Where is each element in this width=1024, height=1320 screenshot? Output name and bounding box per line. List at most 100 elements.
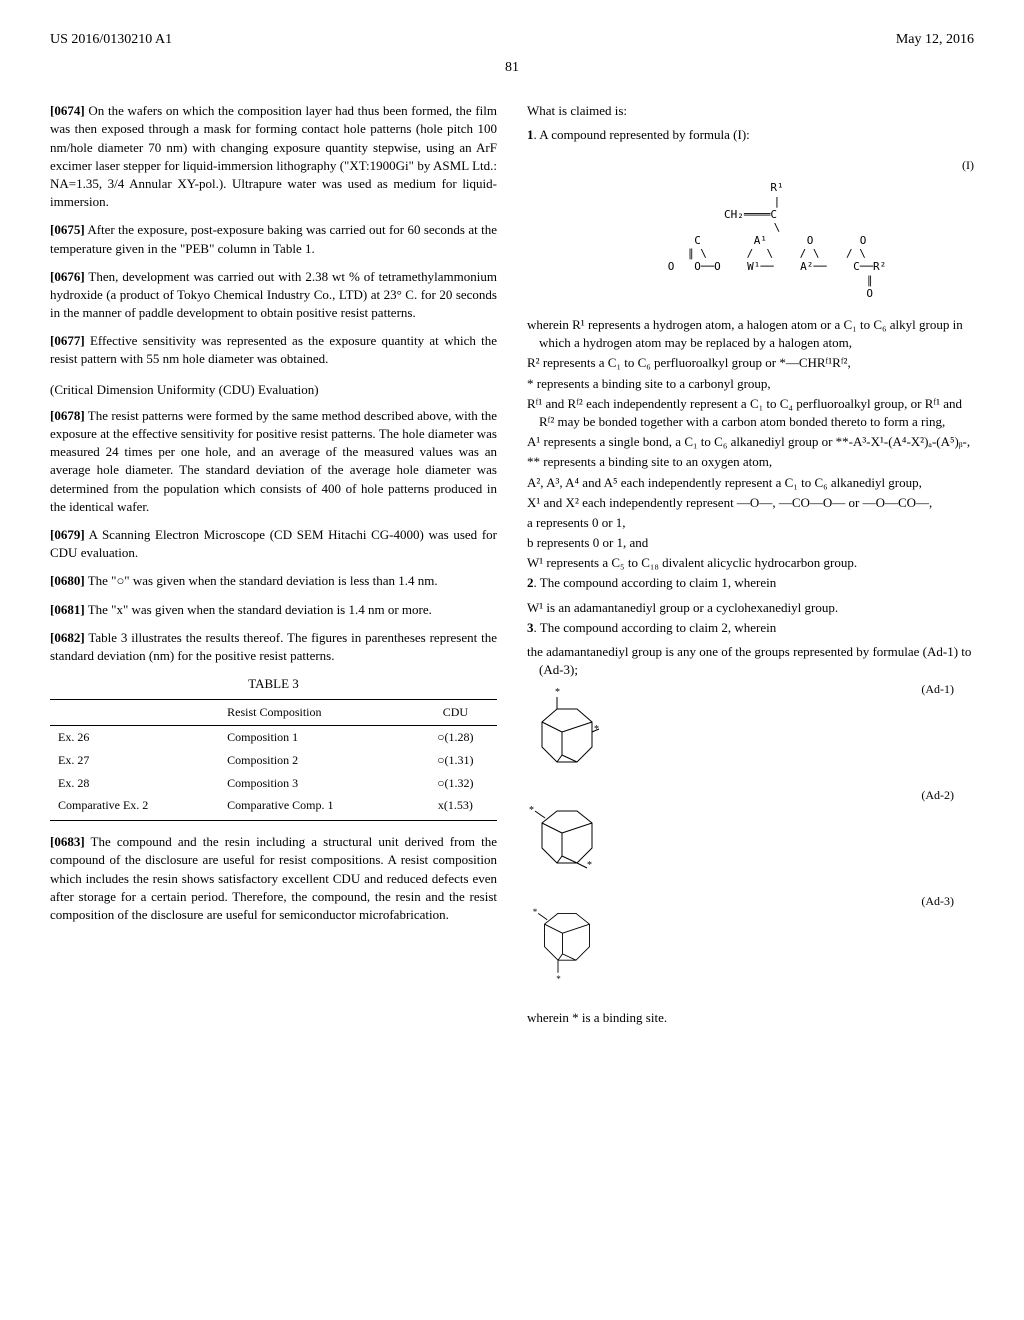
para-num: [0675] bbox=[50, 222, 85, 237]
para-num: [0678] bbox=[50, 408, 85, 423]
claim-number: 2 bbox=[527, 575, 534, 590]
page-header: US 2016/0130210 A1 May 12, 2016 bbox=[50, 30, 974, 50]
cell: ○(1.28) bbox=[414, 726, 497, 749]
table-row: Ex. 27 Composition 2 ○(1.31) bbox=[50, 749, 497, 772]
claim1-definitions: wherein R¹ represents a hydrogen atom, a… bbox=[527, 316, 974, 572]
claim-2: 2. The compound according to claim 1, wh… bbox=[527, 574, 974, 592]
cell: Comparative Ex. 2 bbox=[50, 794, 219, 820]
claim-3: 3. The compound according to claim 2, wh… bbox=[527, 619, 974, 637]
claim-def: A², A³, A⁴ and A⁵ each independently rep… bbox=[527, 474, 974, 492]
para-num: [0682] bbox=[50, 630, 85, 645]
claim-def: wherein R¹ represents a hydrogen atom, a… bbox=[527, 316, 974, 352]
page-number: 81 bbox=[50, 58, 974, 78]
claim-def: ** represents a binding site to an oxyge… bbox=[527, 453, 974, 471]
claim2-body: W¹ is an adamantanediyl group or a cyclo… bbox=[527, 599, 974, 617]
doc-number: US 2016/0130210 A1 bbox=[50, 30, 172, 50]
paragraph: [0676] Then, development was carried out… bbox=[50, 268, 497, 323]
claim3-intro: The compound according to claim 2, where… bbox=[540, 620, 776, 635]
formula-I-structure: R¹ | CH₂════C \ C A¹ O O ∥ \ / \ / \ / \… bbox=[527, 181, 974, 300]
claim-def: A¹ represents a single bond, a C₁ to C₆ … bbox=[527, 433, 974, 451]
claim-def: b represents 0 or 1, and bbox=[527, 534, 974, 552]
para-num: [0681] bbox=[50, 602, 85, 617]
para-text: The "○" was given when the standard devi… bbox=[88, 573, 438, 588]
left-column: [0674] On the wafers on which the compos… bbox=[50, 102, 497, 1027]
col-header: CDU bbox=[414, 700, 497, 726]
svg-text:*: * bbox=[529, 805, 534, 816]
paragraph: [0674] On the wafers on which the compos… bbox=[50, 102, 497, 211]
cdu-section-title: (Critical Dimension Uniformity (CDU) Eva… bbox=[50, 381, 497, 399]
cell: Composition 2 bbox=[219, 749, 414, 772]
right-column: What is claimed is: 1. A compound repres… bbox=[527, 102, 974, 1027]
para-num: [0679] bbox=[50, 527, 85, 542]
svg-text:*: * bbox=[587, 860, 592, 871]
para-text: On the wafers on which the composition l… bbox=[50, 103, 497, 209]
para-text: The resist patterns were formed by the s… bbox=[50, 408, 497, 514]
doc-date: May 12, 2016 bbox=[896, 30, 974, 50]
results-table: Resist Composition CDU Ex. 26 Compositio… bbox=[50, 699, 497, 821]
para-num: [0674] bbox=[50, 103, 85, 118]
col-header: Resist Composition bbox=[219, 700, 414, 726]
cell: Ex. 26 bbox=[50, 726, 219, 749]
paragraph: [0681] The "x" was given when the standa… bbox=[50, 601, 497, 619]
paragraph: [0677] Effective sensitivity was represe… bbox=[50, 332, 497, 368]
claims-intro: What is claimed is: bbox=[527, 102, 974, 120]
cell: Composition 3 bbox=[219, 772, 414, 795]
para-num: [0683] bbox=[50, 834, 85, 849]
cell: Ex. 27 bbox=[50, 749, 219, 772]
adamantane-ad3: * * bbox=[527, 899, 607, 989]
paragraph: [0682] Table 3 illustrates the results t… bbox=[50, 629, 497, 665]
claim-number: 1 bbox=[527, 127, 534, 142]
cell: ○(1.31) bbox=[414, 749, 497, 772]
para-num: [0677] bbox=[50, 333, 85, 348]
claim-number: 3 bbox=[527, 620, 534, 635]
claim-def: * represents a binding site to a carbony… bbox=[527, 375, 974, 393]
ad2-row: * * (Ad-2) bbox=[527, 787, 974, 893]
para-text: The "x" was given when the standard devi… bbox=[88, 602, 432, 617]
table-row: Ex. 28 Composition 3 ○(1.32) bbox=[50, 772, 497, 795]
col-header bbox=[50, 700, 219, 726]
claim-def: R² represents a C₁ to C₆ perfluoroalkyl … bbox=[527, 354, 974, 372]
claim-1: 1. A compound represented by formula (I)… bbox=[527, 126, 974, 144]
ad-label: (Ad-3) bbox=[921, 893, 974, 910]
svg-text:*: * bbox=[533, 908, 538, 918]
para-text: A Scanning Electron Microscope (CD SEM H… bbox=[50, 527, 497, 560]
claim-def: W¹ represents a C₅ to C₁₈ divalent alicy… bbox=[527, 554, 974, 572]
claim-def: X¹ and X² each independently represent —… bbox=[527, 494, 974, 512]
para-text: The compound and the resin including a s… bbox=[50, 834, 497, 922]
cell: Ex. 28 bbox=[50, 772, 219, 795]
claim1-intro: A compound represented by formula (I): bbox=[539, 127, 749, 142]
claim2-intro: The compound according to claim 1, where… bbox=[540, 575, 776, 590]
cell: ○(1.32) bbox=[414, 772, 497, 795]
para-text: After the exposure, post-exposure baking… bbox=[50, 222, 497, 255]
para-text: Then, development was carried out with 2… bbox=[50, 269, 497, 320]
table-row: Ex. 26 Composition 1 ○(1.28) bbox=[50, 726, 497, 749]
binding-site-note: wherein * is a binding site. bbox=[527, 1009, 974, 1027]
adamantane-icon: * * bbox=[527, 899, 607, 989]
cell: Comparative Comp. 1 bbox=[219, 794, 414, 820]
cell: x(1.53) bbox=[414, 794, 497, 820]
adamantane-ad2: * * bbox=[527, 793, 607, 883]
para-text: Effective sensitivity was represented as… bbox=[50, 333, 497, 366]
adamantane-icon: * * bbox=[527, 687, 607, 777]
paragraph: [0675] After the exposure, post-exposure… bbox=[50, 221, 497, 257]
formula-label: (I) bbox=[527, 157, 974, 174]
claim3-body: the adamantanediyl group is any one of t… bbox=[527, 643, 974, 679]
paragraph: [0683] The compound and the resin includ… bbox=[50, 833, 497, 924]
table-row: Comparative Ex. 2 Comparative Comp. 1 x(… bbox=[50, 794, 497, 820]
ad-label: (Ad-2) bbox=[921, 787, 974, 804]
ad3-row: * * (Ad-3) bbox=[527, 893, 974, 999]
ad-label: (Ad-1) bbox=[921, 681, 974, 698]
para-text: Table 3 illustrates the results thereof.… bbox=[50, 630, 497, 663]
table-title: TABLE 3 bbox=[50, 675, 497, 693]
adamantane-ad1: * * bbox=[527, 687, 607, 777]
cell: Composition 1 bbox=[219, 726, 414, 749]
claim-def: a represents 0 or 1, bbox=[527, 514, 974, 532]
para-num: [0676] bbox=[50, 269, 85, 284]
paragraph: [0679] A Scanning Electron Microscope (C… bbox=[50, 526, 497, 562]
adamantane-icon: * * bbox=[527, 793, 607, 883]
paragraph: [0678] The resist patterns were formed b… bbox=[50, 407, 497, 516]
two-column-layout: [0674] On the wafers on which the compos… bbox=[50, 102, 974, 1027]
paragraph: [0680] The "○" was given when the standa… bbox=[50, 572, 497, 590]
svg-text:*: * bbox=[555, 687, 560, 698]
svg-text:*: * bbox=[556, 974, 561, 984]
